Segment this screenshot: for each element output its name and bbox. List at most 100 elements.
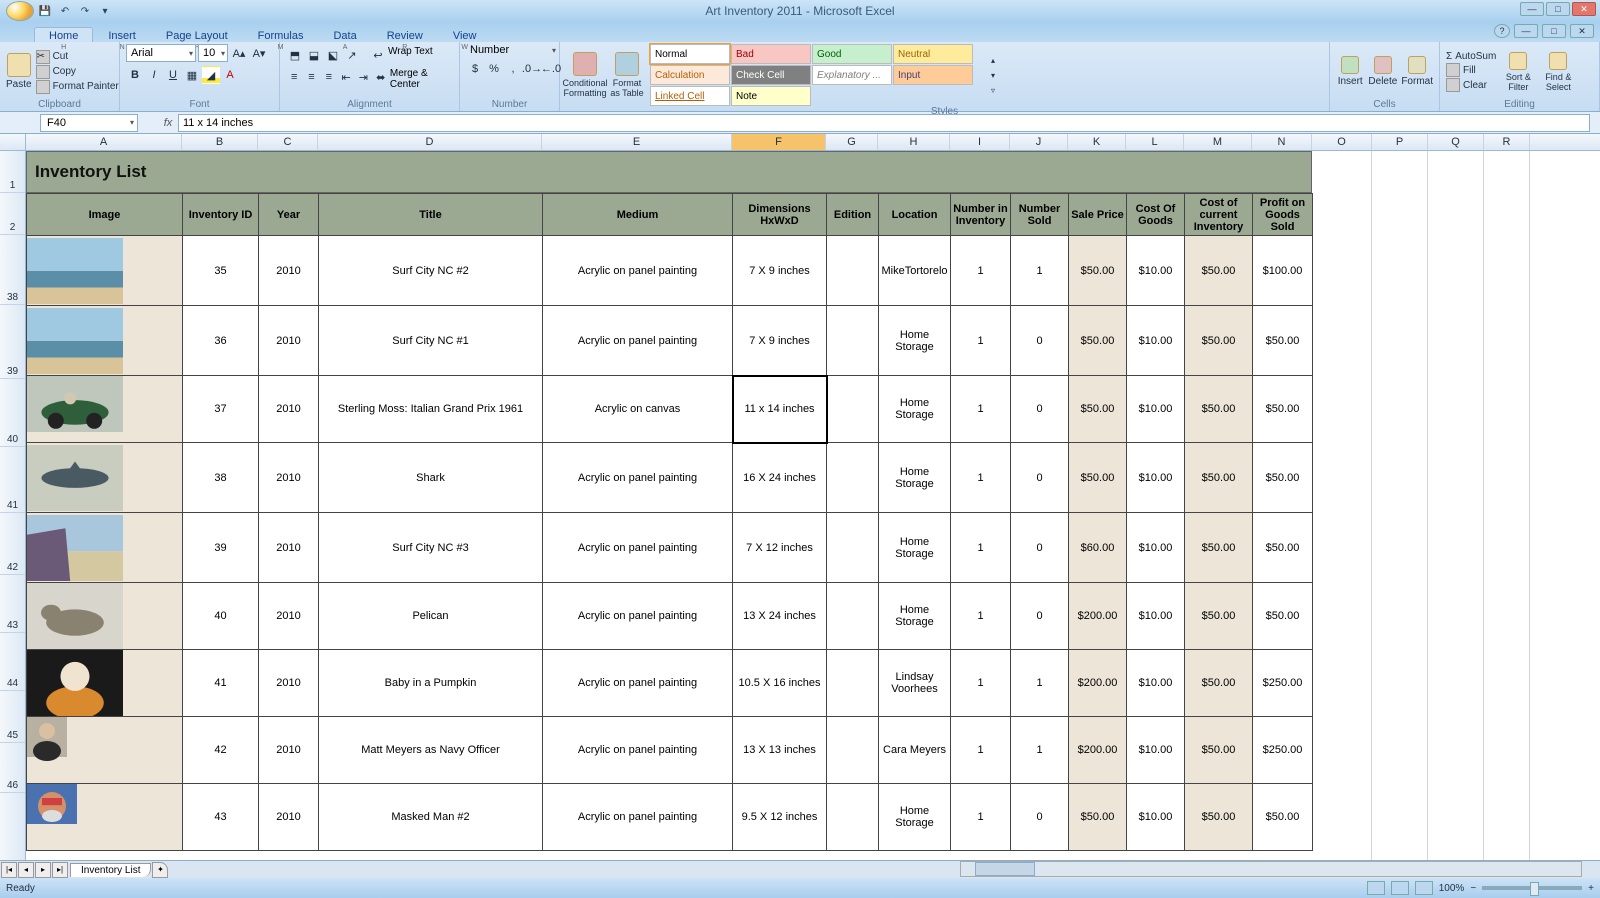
- cell-cost[interactable]: $10.00: [1127, 513, 1185, 583]
- cell-num-sold[interactable]: 0: [1011, 443, 1069, 513]
- row-header-40[interactable]: 40: [0, 379, 25, 447]
- col-header-R[interactable]: R: [1484, 134, 1530, 150]
- select-all-button[interactable]: [0, 134, 26, 150]
- cell-medium[interactable]: Acrylic on panel painting: [543, 650, 733, 717]
- cell-profit[interactable]: $100.00: [1253, 236, 1313, 306]
- qat-save-icon[interactable]: 💾: [36, 2, 54, 20]
- autosum-button[interactable]: ΣAutoSum: [1446, 51, 1496, 62]
- copy-button[interactable]: Copy: [36, 65, 119, 79]
- cell-price[interactable]: $200.00: [1069, 583, 1127, 650]
- cell-location[interactable]: Home Storage: [879, 443, 951, 513]
- cell-edition[interactable]: [827, 236, 879, 306]
- cell-cost-inv[interactable]: $50.00: [1185, 583, 1253, 650]
- cell-dimensions[interactable]: 9.5 X 12 inches: [733, 784, 827, 851]
- sheet-tab[interactable]: Inventory List: [70, 863, 151, 877]
- tab-nav-prev-button[interactable]: ◂: [18, 862, 34, 878]
- cell-cost[interactable]: $10.00: [1127, 784, 1185, 851]
- style-bad[interactable]: Bad: [731, 44, 811, 64]
- cell-id[interactable]: 36: [183, 306, 259, 376]
- cell-edition[interactable]: [827, 513, 879, 583]
- cell-year[interactable]: 2010: [259, 236, 319, 306]
- cell-dimensions[interactable]: 7 X 9 inches: [733, 236, 827, 306]
- clear-button[interactable]: Clear: [1446, 78, 1496, 92]
- conditional-formatting-button[interactable]: Conditional Formatting: [566, 49, 604, 101]
- cell-year[interactable]: 2010: [259, 513, 319, 583]
- cell-price[interactable]: $200.00: [1069, 717, 1127, 784]
- cell-cost-inv[interactable]: $50.00: [1185, 784, 1253, 851]
- wrap-text-button[interactable]: ↩: [369, 46, 387, 64]
- cell-location[interactable]: Home Storage: [879, 376, 951, 443]
- qat-undo-icon[interactable]: ↶: [56, 2, 74, 20]
- maximize-button[interactable]: □: [1546, 2, 1570, 16]
- style-explanatory[interactable]: Explanatory ...: [812, 65, 892, 85]
- cell-price[interactable]: $50.00: [1069, 306, 1127, 376]
- qat-dropdown-icon[interactable]: ▾: [96, 2, 114, 20]
- style-calculation[interactable]: Calculation: [650, 65, 730, 85]
- col-header-I[interactable]: I: [950, 134, 1010, 150]
- paste-button[interactable]: Paste: [6, 46, 32, 98]
- col-header-J[interactable]: J: [1010, 134, 1068, 150]
- cell-dimensions[interactable]: 11 x 14 inches: [733, 376, 827, 443]
- cell-num-inv[interactable]: 1: [951, 583, 1011, 650]
- col-header-M[interactable]: M: [1184, 134, 1252, 150]
- cell-price[interactable]: $200.00: [1069, 650, 1127, 717]
- zoom-in-button[interactable]: +: [1588, 883, 1594, 894]
- cell-location[interactable]: Lindsay Voorhees: [879, 650, 951, 717]
- cell-id[interactable]: 38: [183, 443, 259, 513]
- style-linkedcell[interactable]: Linked Cell: [650, 86, 730, 106]
- cell-id[interactable]: 37: [183, 376, 259, 443]
- minimize-button[interactable]: —: [1520, 2, 1544, 16]
- align-top-button[interactable]: ⬒: [286, 46, 304, 64]
- cell-year[interactable]: 2010: [259, 717, 319, 784]
- cell-edition[interactable]: [827, 650, 879, 717]
- cell-location[interactable]: MikeTortorelo: [879, 236, 951, 306]
- zoom-out-button[interactable]: −: [1470, 883, 1476, 894]
- cell-cost[interactable]: $10.00: [1127, 717, 1185, 784]
- ribbon-tab-home[interactable]: HomeH: [34, 27, 93, 42]
- cell-title[interactable]: Shark: [319, 443, 543, 513]
- cell-edition[interactable]: [827, 717, 879, 784]
- cell-medium[interactable]: Acrylic on panel painting: [543, 306, 733, 376]
- cell-cost[interactable]: $10.00: [1127, 306, 1185, 376]
- cut-button[interactable]: ✂Cut: [36, 50, 119, 64]
- align-right-button[interactable]: ≡: [321, 68, 337, 86]
- format-as-table-button[interactable]: Format as Table: [608, 49, 646, 101]
- ribbon-tab-view[interactable]: ViewW: [438, 27, 492, 42]
- row-header-38[interactable]: 38: [0, 235, 25, 305]
- cell-edition[interactable]: [827, 583, 879, 650]
- cell-num-sold[interactable]: 0: [1011, 784, 1069, 851]
- fill-button[interactable]: Fill: [1446, 63, 1496, 77]
- new-sheet-button[interactable]: ✦: [152, 862, 168, 878]
- cell-medium[interactable]: Acrylic on panel painting: [543, 443, 733, 513]
- ribbon-tab-data[interactable]: DataA: [318, 27, 371, 42]
- cell-id[interactable]: 39: [183, 513, 259, 583]
- cell-price[interactable]: $50.00: [1069, 376, 1127, 443]
- gallery-down-button[interactable]: ▾: [984, 68, 1002, 82]
- cell-cost-inv[interactable]: $50.00: [1185, 443, 1253, 513]
- style-good[interactable]: Good: [812, 44, 892, 64]
- cell-location[interactable]: Home Storage: [879, 513, 951, 583]
- merge-button[interactable]: ⬌: [373, 68, 389, 86]
- style-normal[interactable]: Normal: [650, 44, 730, 64]
- col-header-D[interactable]: D: [318, 134, 542, 150]
- cell-cost[interactable]: $10.00: [1127, 650, 1185, 717]
- cell-dimensions[interactable]: 7 X 9 inches: [733, 306, 827, 376]
- page-break-view-button[interactable]: [1415, 881, 1433, 895]
- normal-view-button[interactable]: [1367, 881, 1385, 895]
- cell-edition[interactable]: [827, 784, 879, 851]
- cell-cost-inv[interactable]: $50.00: [1185, 513, 1253, 583]
- col-header-O[interactable]: O: [1312, 134, 1372, 150]
- cell-dimensions[interactable]: 7 X 12 inches: [733, 513, 827, 583]
- cell-dimensions[interactable]: 10.5 X 16 inches: [733, 650, 827, 717]
- row-header-46[interactable]: 46: [0, 743, 25, 793]
- cell-cost-inv[interactable]: $50.00: [1185, 306, 1253, 376]
- cell-medium[interactable]: Acrylic on panel painting: [543, 513, 733, 583]
- cell-dimensions[interactable]: 16 X 24 inches: [733, 443, 827, 513]
- cell-num-inv[interactable]: 1: [951, 443, 1011, 513]
- ribbon-minimize-button[interactable]: —: [1514, 24, 1538, 38]
- comma-button[interactable]: ,: [504, 60, 522, 78]
- cell-num-inv[interactable]: 1: [951, 306, 1011, 376]
- help-icon[interactable]: ?: [1494, 24, 1510, 38]
- cell-title[interactable]: Pelican: [319, 583, 543, 650]
- cell-medium[interactable]: Acrylic on panel painting: [543, 717, 733, 784]
